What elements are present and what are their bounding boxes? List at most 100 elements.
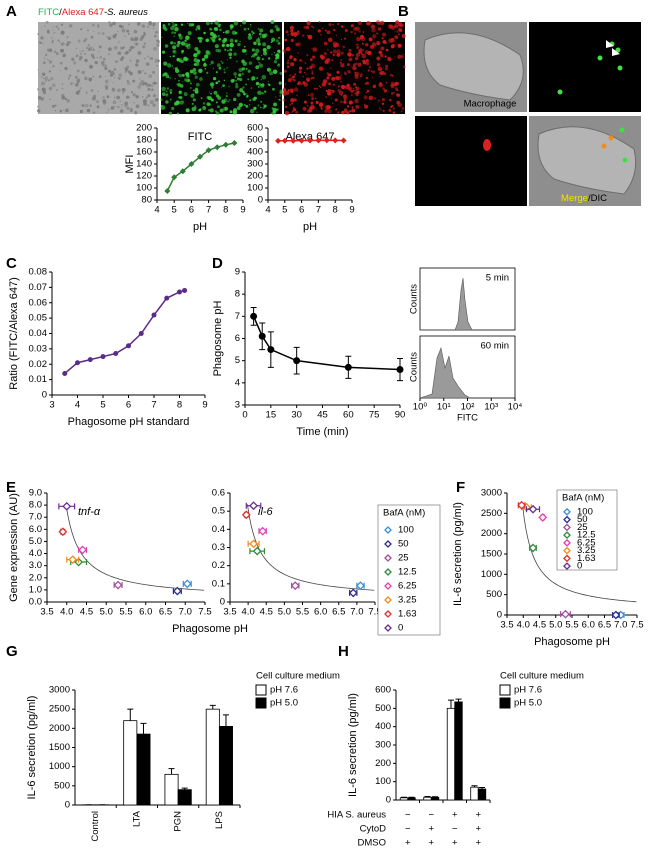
speckle <box>378 82 383 88</box>
speckle <box>303 100 307 104</box>
y-tick-label: 160 <box>136 147 152 158</box>
legend-label: 50 <box>398 539 409 550</box>
x-tick-label: 5 <box>100 400 105 411</box>
speckle <box>177 112 180 115</box>
x-tick-label: 9 <box>240 205 245 216</box>
speckle <box>272 110 277 114</box>
legend-swatch <box>563 538 571 547</box>
speckle <box>214 27 219 32</box>
error-bar <box>471 785 478 788</box>
speckle <box>61 83 64 85</box>
speckle <box>297 81 301 85</box>
speckle <box>306 104 309 107</box>
legend-swatch <box>499 684 511 696</box>
speckle <box>226 67 228 69</box>
x-tick-label: 7.5 <box>630 620 643 631</box>
speckle <box>327 49 329 51</box>
x-tick-label: 8 <box>333 205 338 216</box>
speckle <box>48 59 50 61</box>
speckle <box>190 93 195 98</box>
speckle <box>202 106 207 110</box>
speckle <box>322 27 324 30</box>
speckle <box>380 46 385 51</box>
speckle <box>297 30 300 33</box>
speckle <box>402 53 404 55</box>
speckle <box>155 81 158 85</box>
speckle <box>229 24 234 29</box>
speckle <box>279 95 281 97</box>
x-tick-label: 4.5 <box>80 607 93 618</box>
speckle <box>226 59 228 61</box>
speckle <box>292 106 295 109</box>
speckle <box>54 104 57 107</box>
speckle <box>346 83 350 87</box>
bacterium <box>622 157 628 163</box>
bar <box>454 701 463 801</box>
speckle <box>338 45 340 47</box>
speckle <box>186 74 190 78</box>
x-tick-label: 3.5 <box>223 607 236 618</box>
speckle <box>61 24 64 26</box>
speckle <box>356 43 359 46</box>
speckle <box>139 82 141 84</box>
x-axis-label: Phagosome pH standard <box>68 416 190 428</box>
speckle <box>323 52 327 56</box>
speckle <box>179 100 184 105</box>
legend-swatch <box>563 523 571 532</box>
speckle <box>253 96 256 99</box>
speckle <box>246 94 249 98</box>
y-tick-label: 100 <box>136 183 152 194</box>
caption: S. aureus <box>564 99 605 110</box>
speckle <box>350 30 353 34</box>
speckle <box>233 97 237 102</box>
speckle <box>127 23 130 26</box>
speckle <box>80 28 83 31</box>
speckle <box>218 37 222 41</box>
speckle <box>119 39 121 41</box>
speckle <box>210 98 214 102</box>
speckle <box>381 102 385 105</box>
y-tick-label: 3.0 <box>29 560 42 571</box>
speckle <box>117 88 121 93</box>
speckle <box>84 58 88 63</box>
speckle <box>137 50 142 55</box>
speckle <box>90 35 94 39</box>
bacterium <box>601 143 607 149</box>
speckle <box>55 52 59 56</box>
speckle <box>390 92 394 95</box>
speckle <box>394 56 396 58</box>
speckle <box>198 108 202 112</box>
marker <box>171 174 178 181</box>
speckle <box>262 47 267 52</box>
speckle <box>199 77 203 81</box>
speckle <box>215 101 218 104</box>
speckle <box>250 26 252 28</box>
legend-swatch <box>255 684 267 696</box>
speckle <box>230 27 233 30</box>
speckle <box>368 95 374 101</box>
speckle <box>106 36 108 38</box>
speckle <box>89 64 93 69</box>
speckle <box>239 77 243 82</box>
marker <box>249 501 258 511</box>
error-bar <box>400 796 407 798</box>
speckle <box>258 62 261 64</box>
error-bar <box>455 698 462 702</box>
condition-sign: + <box>475 810 481 821</box>
speckle <box>380 108 382 111</box>
speckle <box>53 51 55 53</box>
speckle <box>273 60 278 64</box>
marker <box>323 137 330 144</box>
speckle <box>233 52 237 56</box>
y-tick-label: 0 <box>65 800 70 811</box>
speckle <box>260 100 263 103</box>
speckle <box>282 49 286 53</box>
speckle <box>160 98 163 101</box>
speckle <box>284 52 287 54</box>
marker <box>151 312 157 318</box>
speckle <box>127 81 131 85</box>
marker <box>396 366 404 374</box>
speckle <box>206 21 210 26</box>
speckle <box>243 104 246 107</box>
